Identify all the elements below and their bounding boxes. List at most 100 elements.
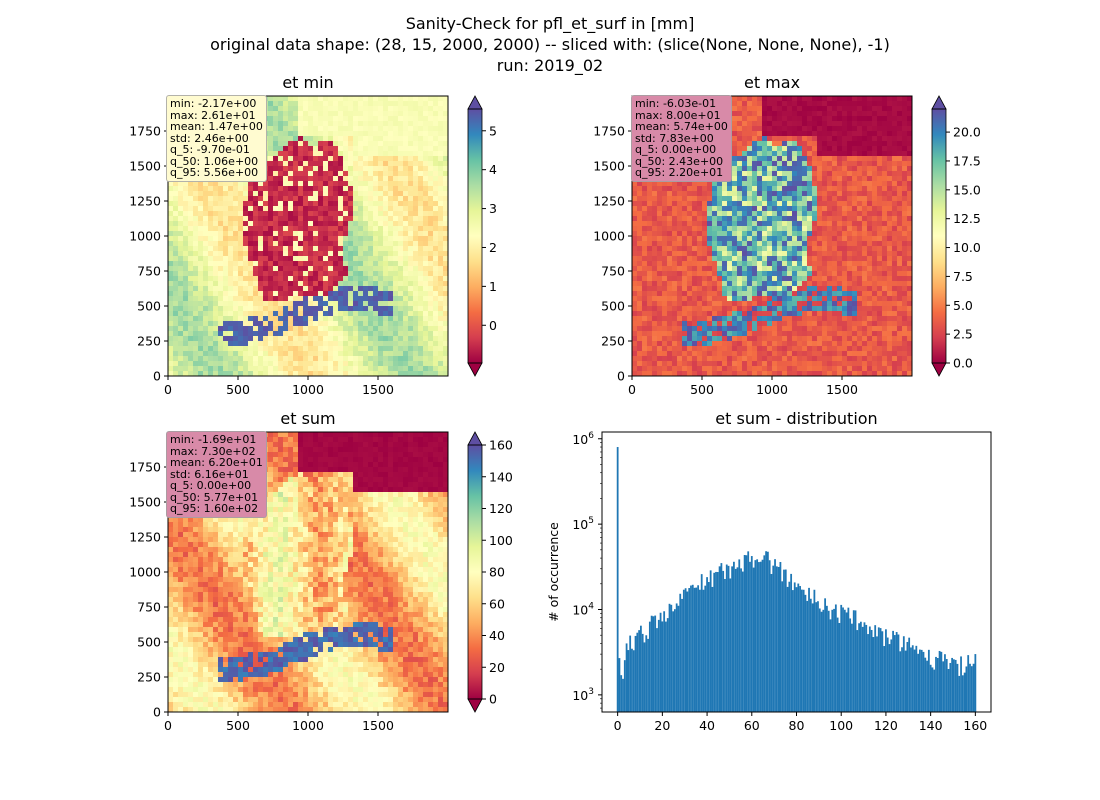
histogram-bar bbox=[861, 626, 864, 712]
colorbar bbox=[468, 445, 482, 699]
heatmap-cells bbox=[168, 432, 449, 713]
histogram-bar bbox=[668, 603, 671, 712]
panel-title: et max bbox=[744, 73, 800, 92]
histogram-bar bbox=[715, 571, 717, 712]
colorbar-tick-label: 7.5 bbox=[953, 269, 973, 284]
colorbar-tick-label: 80 bbox=[489, 565, 505, 580]
histogram-bar bbox=[879, 628, 882, 712]
histogram-bar bbox=[734, 568, 737, 712]
histogram-bar bbox=[758, 562, 760, 712]
histogram-bar bbox=[911, 645, 914, 712]
histogram-bar bbox=[804, 594, 807, 712]
histogram-bar bbox=[967, 655, 970, 712]
y-tick-label: 250 bbox=[137, 334, 161, 349]
histogram-bar bbox=[756, 559, 759, 712]
histogram-bar bbox=[636, 632, 639, 712]
histogram-bar bbox=[788, 581, 791, 712]
histogram-bar bbox=[926, 660, 928, 712]
histogram-bar bbox=[895, 632, 898, 712]
x-tick-label: 0 bbox=[628, 382, 636, 397]
histogram-bar bbox=[759, 561, 762, 712]
histogram-bar bbox=[761, 559, 764, 712]
histogram-bar bbox=[838, 622, 841, 712]
histogram-bar bbox=[901, 647, 903, 712]
y-tick-label: 0 bbox=[153, 369, 161, 384]
histogram-bar bbox=[707, 582, 710, 712]
histogram-bar bbox=[673, 609, 676, 712]
histogram-bar bbox=[799, 586, 801, 712]
histogram-bar bbox=[965, 666, 968, 712]
histogram-bar bbox=[786, 586, 789, 712]
histogram-bar bbox=[623, 660, 626, 712]
histogram-bar bbox=[650, 615, 653, 712]
colorbar-tick-label: 0 bbox=[489, 692, 497, 707]
colorbar-tick-label: 40 bbox=[489, 628, 505, 643]
colorbar-tick-label: 15.0 bbox=[953, 182, 981, 197]
histogram-bar bbox=[886, 637, 889, 712]
histogram-bar bbox=[766, 551, 769, 712]
histogram-bar bbox=[969, 663, 971, 712]
histogram-bar bbox=[656, 628, 658, 712]
panel-title: et sum bbox=[280, 409, 335, 428]
histogram-bar bbox=[824, 598, 827, 712]
x-tick-label: 40 bbox=[699, 718, 715, 733]
histogram-bar bbox=[809, 598, 812, 712]
histogram-bar bbox=[704, 585, 707, 712]
y-tick-label: 0 bbox=[153, 705, 161, 720]
histogram-bar bbox=[920, 649, 923, 712]
histogram-bar bbox=[897, 634, 900, 712]
stats-box-et-max: min: -6.03e-01 max: 8.00e+01 mean: 5.74e+0… bbox=[631, 95, 732, 182]
histogram-bar bbox=[956, 663, 959, 712]
histogram-bar bbox=[949, 662, 952, 712]
histogram-bar bbox=[666, 618, 669, 712]
stats-line: min: -1.69e+01 bbox=[170, 433, 257, 446]
histogram-bar bbox=[927, 649, 930, 712]
histogram-bar bbox=[784, 569, 787, 712]
figure-title-line-1: Sanity-Check for pfl_et_surf in [mm] bbox=[405, 14, 695, 33]
colorbar-tick-label: 0 bbox=[489, 318, 497, 333]
colorbar-tick-label: 140 bbox=[489, 469, 513, 484]
x-tick-label: 1000 bbox=[756, 382, 788, 397]
histogram-bar bbox=[831, 609, 834, 712]
histogram-bar bbox=[800, 589, 803, 712]
histogram-bar bbox=[697, 585, 700, 712]
histogram-bar bbox=[699, 589, 701, 712]
histogram-bar bbox=[640, 625, 642, 712]
histogram-bar bbox=[834, 604, 837, 712]
histogram-bar bbox=[954, 659, 957, 712]
histogram-bar bbox=[893, 635, 896, 712]
colorbar-tick-label: 2.5 bbox=[953, 327, 973, 342]
y-tick-label: 105 bbox=[572, 516, 594, 532]
histogram-bar bbox=[652, 616, 655, 712]
histogram-bar bbox=[919, 649, 921, 712]
histogram-bar bbox=[616, 447, 619, 712]
x-tick-label: 140 bbox=[919, 718, 943, 733]
histogram-bar bbox=[643, 642, 646, 712]
x-tick-label: 500 bbox=[226, 718, 250, 733]
x-tick-label: 1500 bbox=[826, 382, 858, 397]
histogram-bar bbox=[772, 565, 775, 712]
y-tick-label: 1500 bbox=[129, 159, 161, 174]
histogram-bar bbox=[854, 610, 857, 712]
histogram-bar bbox=[822, 609, 825, 712]
histogram-bar bbox=[888, 644, 891, 712]
histogram-bar bbox=[868, 626, 871, 712]
histogram-bar bbox=[942, 661, 945, 712]
histogram-bar bbox=[892, 630, 894, 712]
histogram-bar bbox=[856, 630, 859, 712]
histogram-bar bbox=[670, 604, 673, 712]
histogram-bar bbox=[733, 561, 735, 712]
histogram-bar bbox=[865, 624, 868, 712]
colorbar-frame bbox=[467, 108, 483, 364]
histogram-bar bbox=[827, 610, 830, 712]
histogram-bar bbox=[722, 570, 725, 712]
y-tick-label: 750 bbox=[601, 264, 625, 279]
y-tick-label: 500 bbox=[137, 635, 161, 650]
histogram-bar bbox=[970, 666, 973, 712]
histogram-bar bbox=[681, 598, 683, 712]
x-tick-label: 500 bbox=[690, 382, 714, 397]
histogram-bar bbox=[872, 637, 875, 712]
histogram-bar bbox=[935, 656, 937, 712]
stats-line: std: 2.46e+00 bbox=[170, 131, 249, 145]
